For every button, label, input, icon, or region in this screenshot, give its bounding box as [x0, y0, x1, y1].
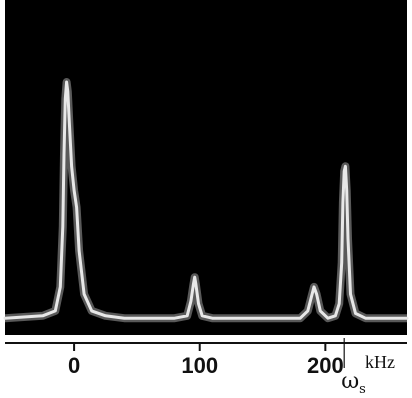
x-tick-label-100: 100 [181, 353, 218, 378]
omega-s-label: ωs [341, 369, 366, 397]
x-axis-unit-label: kHz [365, 352, 395, 372]
omega-subscript: s [359, 382, 366, 397]
x-tick-label-200: 200 [307, 353, 344, 378]
x-axis-tick-labels: 0 100 200 [68, 353, 344, 378]
x-axis-ticks [73, 343, 327, 351]
spectrum-trace [3, 80, 409, 320]
omega-symbol: ω [341, 369, 359, 394]
x-tick-label-0: 0 [68, 353, 80, 378]
